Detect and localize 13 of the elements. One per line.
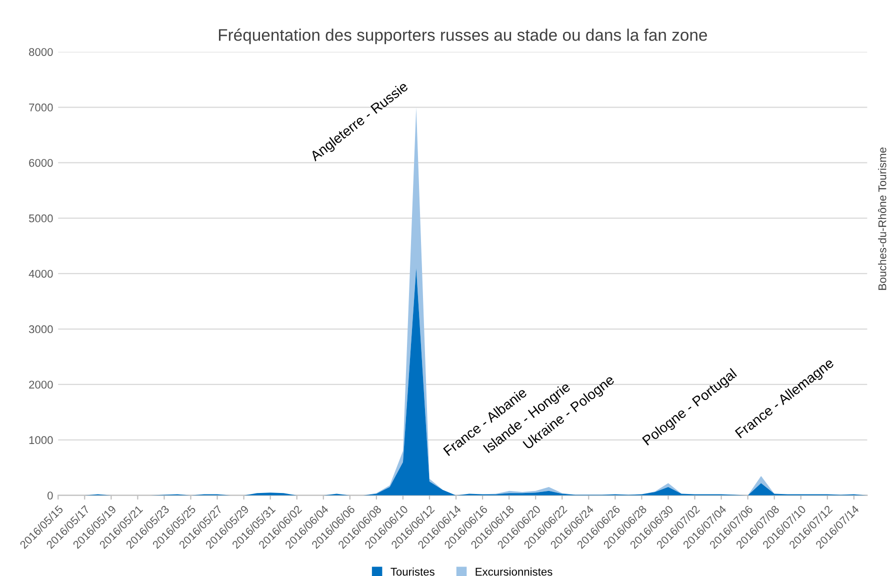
y-tick-label: 8000 <box>29 48 53 56</box>
chart-title: Fréquentation des supporters russes au stade ou dans la fan zone <box>218 28 707 44</box>
y-tick-label: 5000 <box>28 214 53 222</box>
y-tick-label: 6000 <box>29 158 53 167</box>
y-tick-label: 7000 <box>29 104 53 112</box>
y-tick-label: 1000 <box>29 436 53 444</box>
legend-label: Touristes <box>390 568 434 576</box>
legend-label: Excursionnistes <box>476 568 552 576</box>
y-tick-label: 4000 <box>28 270 53 278</box>
y-tick-label: 2000 <box>29 380 53 389</box>
y-tick-label: 0 <box>48 492 53 500</box>
text: Bouches-du-Rhône Tourisme <box>878 148 886 290</box>
y-tick-label: 3000 <box>28 325 53 334</box>
